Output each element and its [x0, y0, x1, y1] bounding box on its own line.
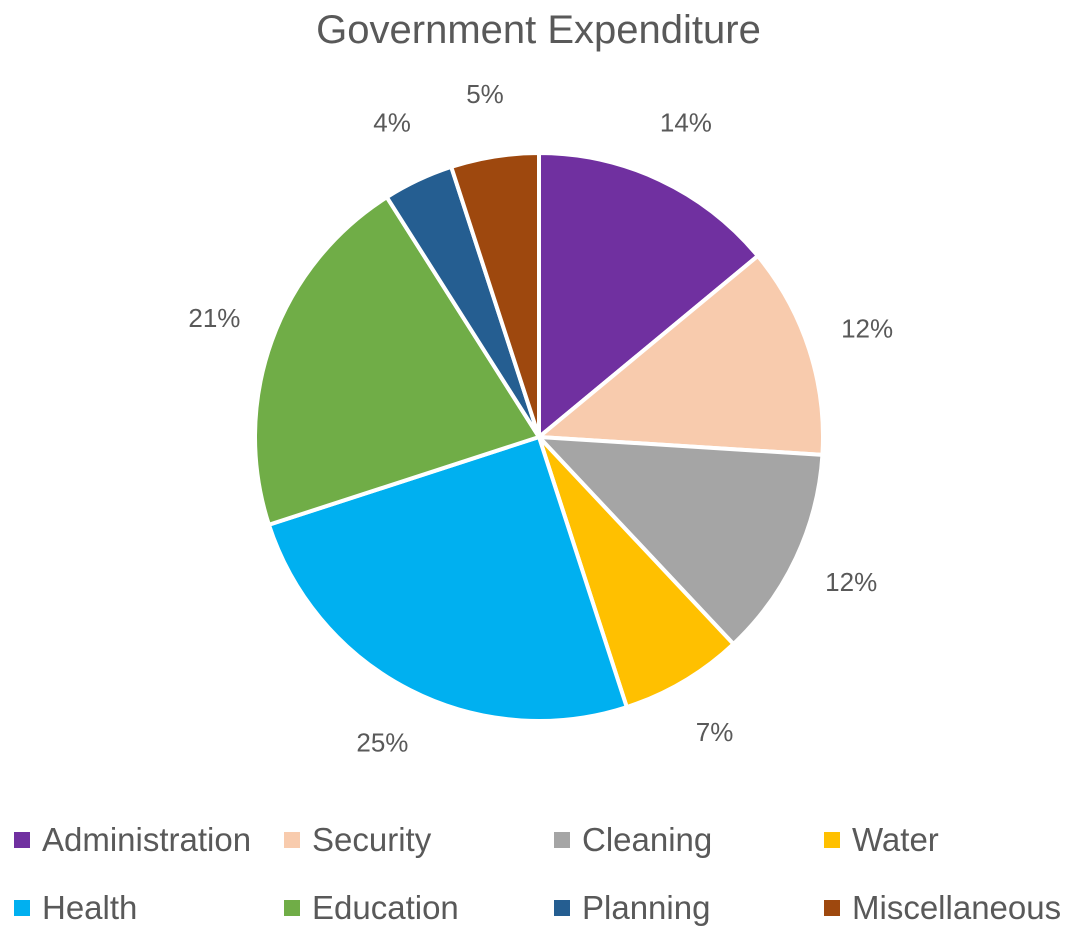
pie-data-labels: 14% 12% 12% 7% 25% 21% 4% 5%: [188, 79, 893, 757]
data-label-miscellaneous: 5%: [466, 79, 504, 109]
legend-label: Administration: [42, 821, 252, 858]
legend-swatch: [824, 832, 840, 848]
legend-label: Health: [42, 889, 138, 926]
data-label-security: 12%: [841, 313, 893, 343]
legend-swatch: [14, 832, 30, 848]
legend-label: Water: [852, 821, 939, 858]
legend-item-water: Water: [824, 818, 939, 862]
legend-label: Cleaning: [582, 821, 713, 858]
data-label-planning: 4%: [373, 108, 411, 138]
legend-swatch: [284, 900, 300, 916]
legend-item-cleaning: Cleaning: [554, 818, 712, 862]
legend-swatch: [554, 900, 570, 916]
legend-swatch: [554, 832, 570, 848]
legend-swatch: [14, 900, 30, 916]
legend-item-planning: Planning: [554, 886, 710, 930]
legend-item-administration: Administration: [14, 818, 251, 862]
pie-slice-administration: [537, 151, 760, 439]
legend-item-miscellaneous: Miscellaneous: [824, 886, 1061, 930]
pie-chart: 14% 12% 12% 7% 25% 21% 4% 5%: [188, 79, 893, 757]
data-label-health: 25%: [356, 727, 408, 757]
legend-swatch: [284, 832, 300, 848]
pie-slices: [253, 151, 825, 723]
legend-label: Miscellaneous: [852, 889, 1062, 926]
pie-slice-water: [537, 435, 736, 710]
legend-label: Planning: [582, 889, 711, 926]
data-label-education: 21%: [188, 303, 240, 333]
data-label-cleaning: 12%: [825, 567, 877, 597]
chart-title: Government Expenditure: [316, 8, 761, 52]
pie-slice-cleaning: [537, 435, 825, 647]
legend-swatch: [824, 900, 840, 916]
data-label-administration: 14%: [660, 108, 712, 138]
legend-item-health: Health: [14, 886, 137, 930]
legend-item-security: Security: [284, 818, 431, 862]
pie-slice-education: [253, 195, 541, 527]
legend-label: Education: [312, 889, 459, 926]
pie-slice-miscellaneous: [449, 151, 541, 439]
pie-slice-health: [266, 435, 629, 723]
legend-label: Security: [312, 821, 432, 858]
pie-slice-security: [537, 253, 825, 457]
data-label-water: 7%: [696, 717, 734, 747]
legend-item-education: Education: [284, 886, 459, 930]
